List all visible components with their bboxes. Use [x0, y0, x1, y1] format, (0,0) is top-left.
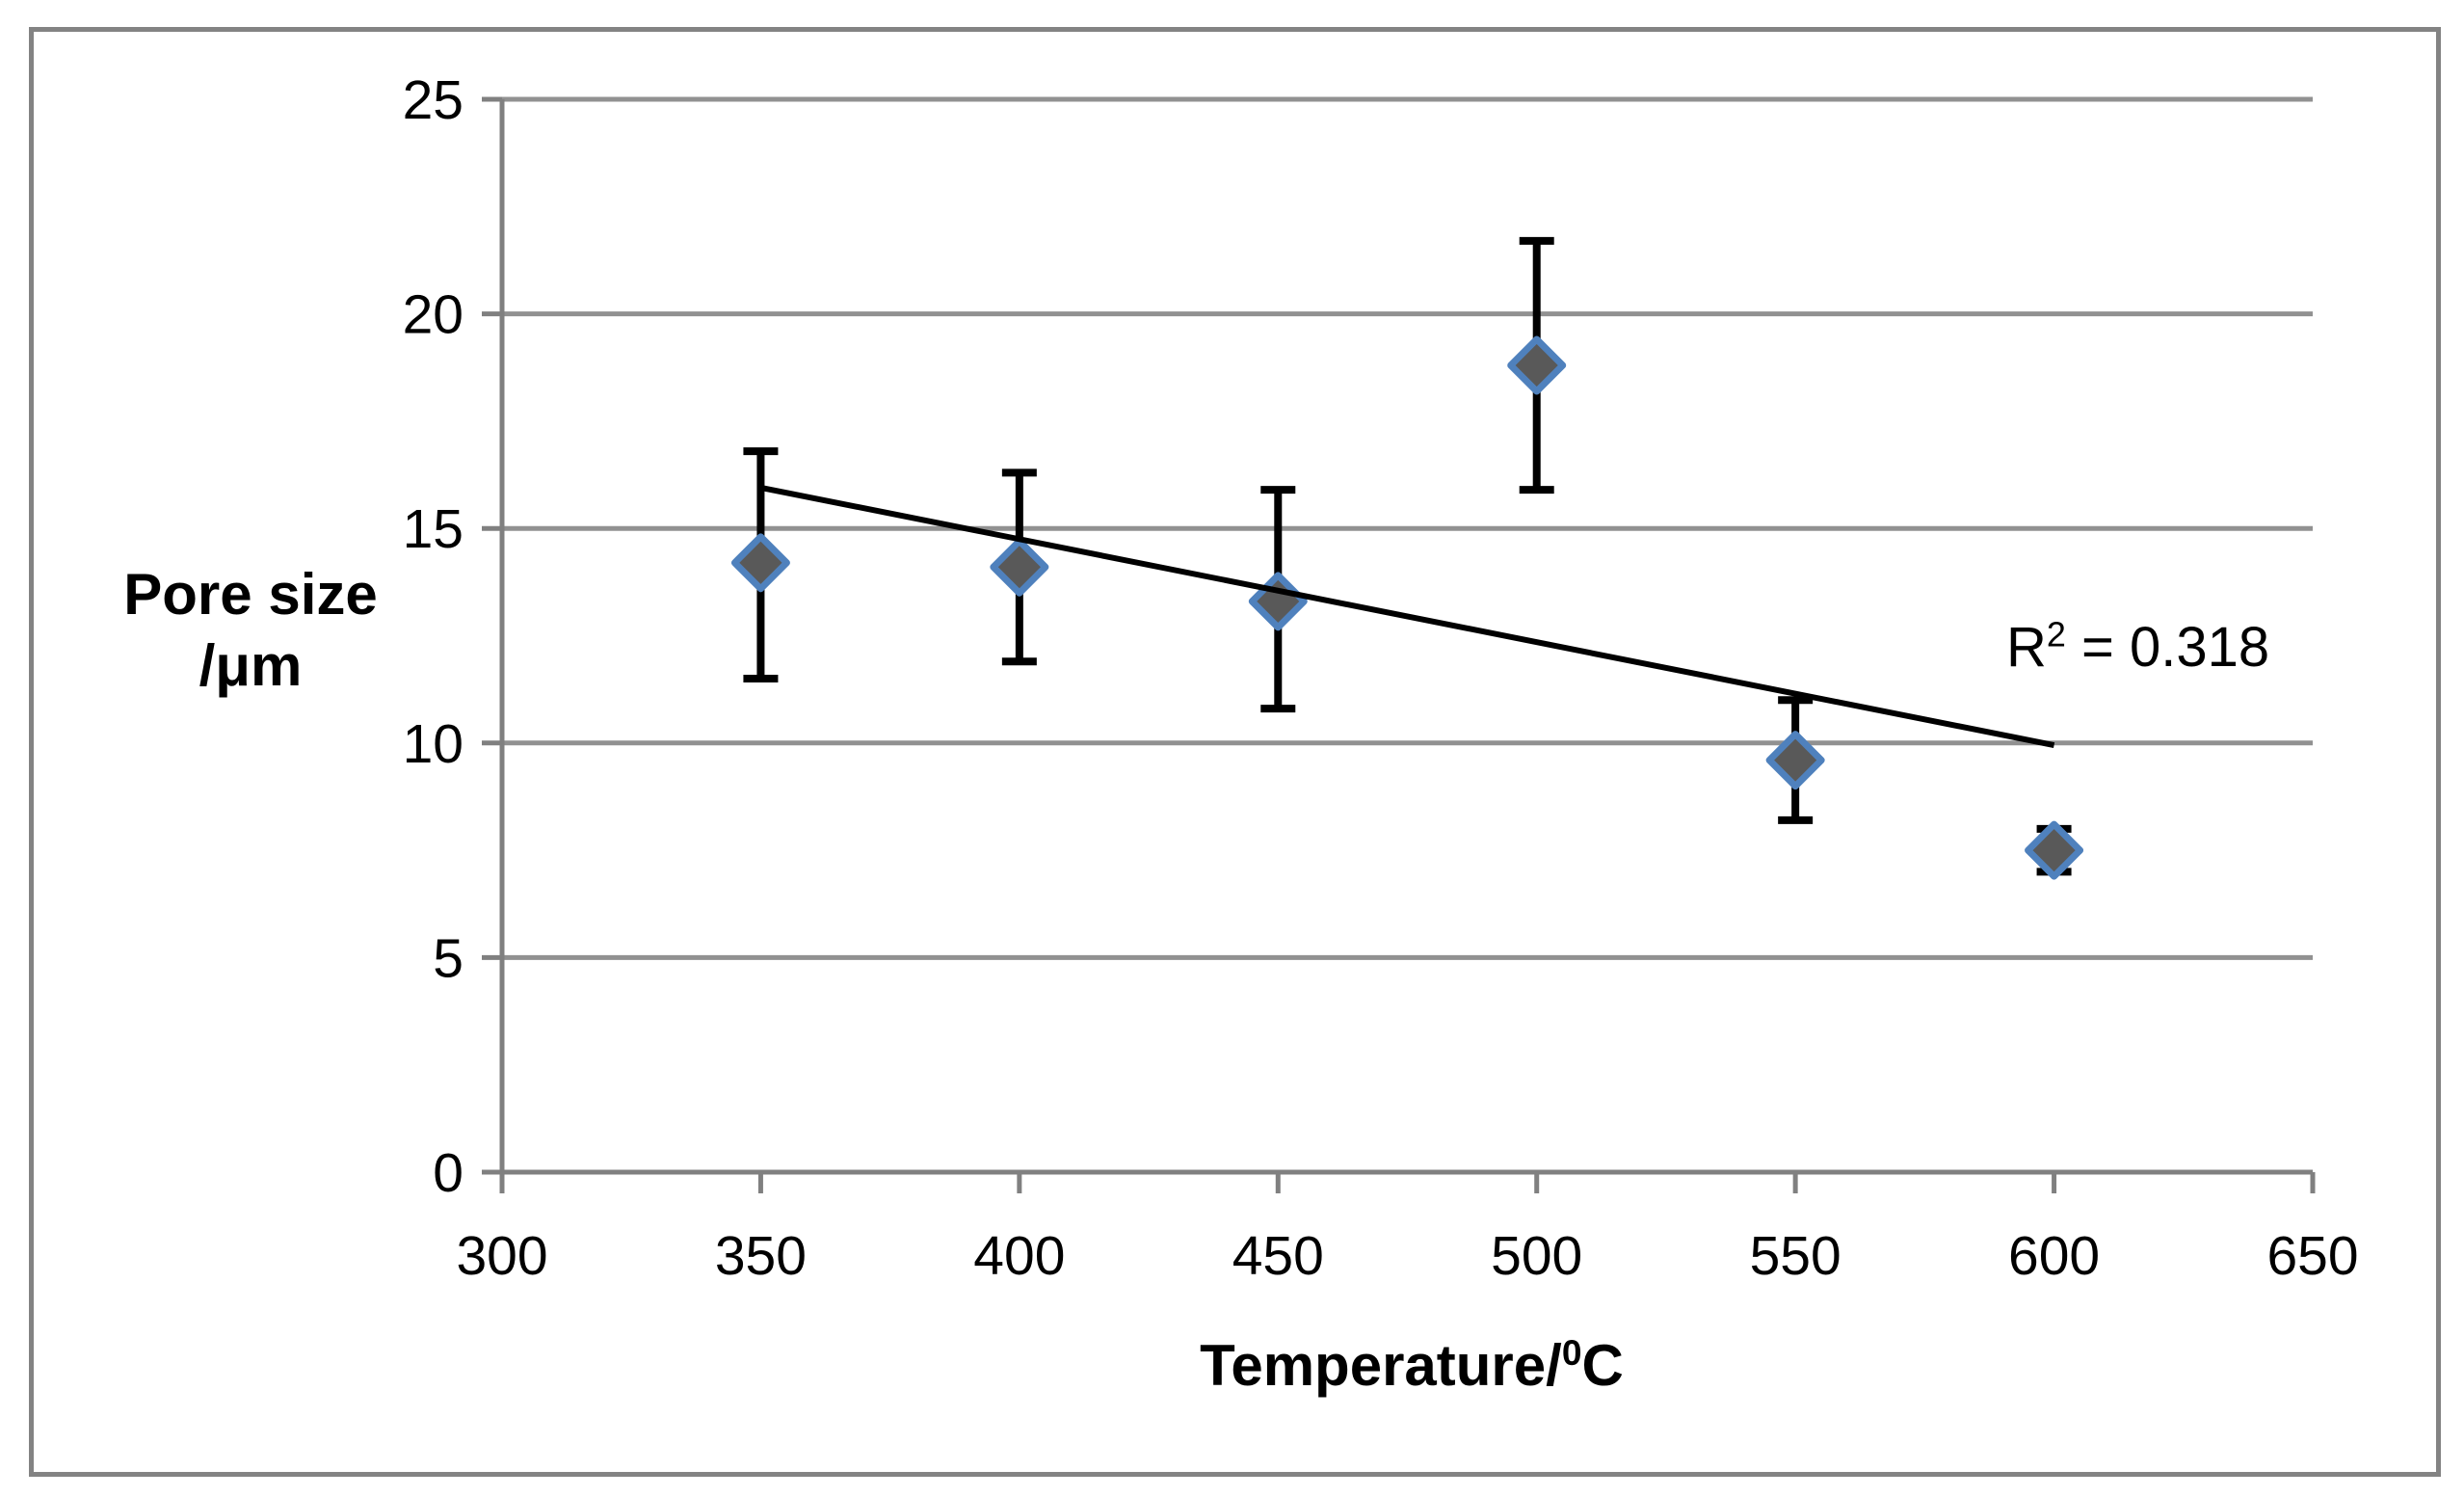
y-axis-title-line1: Pore size: [123, 562, 378, 627]
y-axis-title-line2: /μm: [199, 633, 303, 698]
y-tick-label: 10: [403, 713, 464, 775]
r-squared-value: = 0.318: [2065, 616, 2270, 679]
x-tick-label: 500: [1491, 1225, 1582, 1287]
chart-frame: [29, 27, 2441, 1477]
x-axis-title-text: Temperature/: [1200, 1333, 1562, 1398]
y-tick-label: 5: [433, 927, 464, 989]
data-point-marker: [2025, 820, 2084, 880]
x-axis-title-unit: C: [1581, 1333, 1624, 1398]
data-point-marker: [990, 537, 1049, 597]
data-point-marker: [730, 533, 790, 593]
r-squared-prefix: R: [2006, 616, 2047, 679]
r-squared-superscript: 2: [2046, 614, 2066, 655]
x-tick-label: 350: [715, 1225, 807, 1287]
y-tick-label: 20: [403, 284, 464, 346]
y-tick-label: 0: [433, 1142, 464, 1204]
x-tick-label: 650: [2266, 1225, 2358, 1287]
r-squared-annotation: R2 = 0.318: [2006, 615, 2269, 680]
x-axis-title-superscript: 0: [1561, 1332, 1582, 1373]
y-axis-title: Pore size /μm: [58, 559, 443, 702]
x-tick-label: 450: [1232, 1225, 1324, 1287]
x-tick-label: 550: [1750, 1225, 1841, 1287]
x-axis-title: Temperature/0C: [1118, 1332, 1706, 1399]
x-tick-label: 300: [456, 1225, 547, 1287]
trendline: [759, 484, 2055, 748]
x-tick-label: 400: [973, 1225, 1065, 1287]
data-point-marker: [1248, 572, 1308, 631]
y-tick-label: 25: [403, 69, 464, 131]
x-tick-label: 600: [2008, 1225, 2100, 1287]
data-point-marker: [1507, 335, 1567, 395]
data-point-marker: [1765, 731, 1825, 790]
y-tick-label: 15: [403, 498, 464, 560]
